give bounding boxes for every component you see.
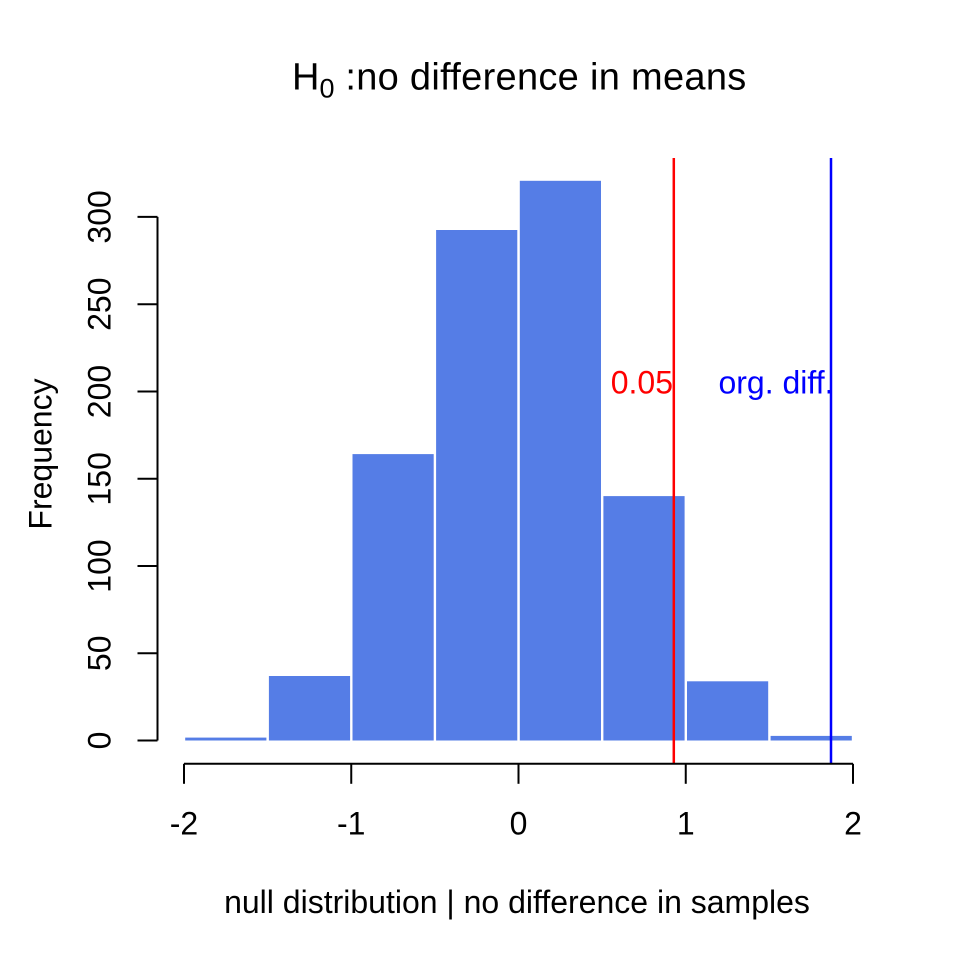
svg-text:org. diff.: org. diff. [718, 365, 833, 401]
svg-text:0.05: 0.05 [611, 365, 673, 401]
svg-text:null distribution | no differe: null distribution | no difference in sam… [224, 884, 810, 920]
svg-text:50: 50 [82, 636, 118, 672]
svg-text:0: 0 [510, 806, 528, 842]
svg-text:-2: -2 [170, 806, 198, 842]
svg-text:H0 :no difference in means: H0 :no difference in means [292, 57, 747, 104]
svg-text:150: 150 [82, 452, 118, 505]
svg-text:100: 100 [82, 539, 118, 592]
svg-text:1: 1 [677, 806, 695, 842]
svg-text:-1: -1 [337, 806, 365, 842]
svg-text:2: 2 [844, 806, 862, 842]
svg-text:250: 250 [82, 278, 118, 331]
svg-text:Frequency: Frequency [23, 378, 59, 529]
svg-text:200: 200 [82, 365, 118, 418]
svg-text:0: 0 [82, 732, 118, 750]
svg-text:300: 300 [82, 190, 118, 243]
